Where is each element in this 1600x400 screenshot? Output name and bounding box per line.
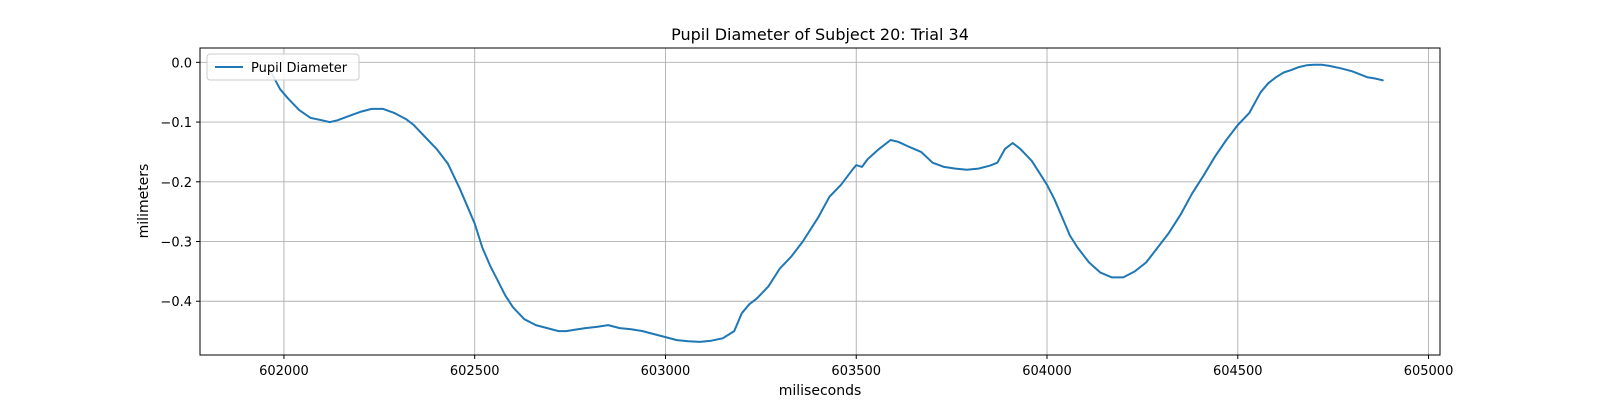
y-axis-label: milimeters	[136, 164, 152, 239]
y-tick-label: −0.2	[160, 176, 192, 191]
legend: Pupil Diameter	[206, 53, 360, 81]
x-tick-label: 605000	[1404, 364, 1454, 379]
x-tick-label: 604000	[1022, 364, 1072, 379]
grid-layer	[200, 48, 1440, 355]
x-axis-label: miliseconds	[779, 383, 862, 399]
legend-box	[206, 53, 360, 81]
x-tick-label: 604500	[1213, 364, 1263, 379]
chart-title: Pupil Diameter of Subject 20: Trial 34	[671, 25, 969, 44]
y-tick-label: −0.1	[160, 116, 192, 131]
series-layer	[269, 63, 1384, 343]
series-line-pupil-diameter	[269, 63, 1384, 343]
ticks-layer: 602000 602500 603000 603500 604000 604500 6050…	[160, 56, 1453, 379]
y-tick-label: 0.0	[171, 56, 192, 71]
plot-frame	[199, 47, 1441, 356]
x-tick-label: 603500	[831, 364, 881, 379]
legend-label: Pupil Diameter	[251, 61, 348, 76]
y-tick-label: −0.3	[160, 236, 192, 251]
x-tick-label: 602500	[450, 364, 500, 379]
x-tick-label: 603000	[641, 364, 691, 379]
x-tick-label: 602000	[259, 364, 309, 379]
y-tick-label: −0.4	[160, 295, 192, 310]
